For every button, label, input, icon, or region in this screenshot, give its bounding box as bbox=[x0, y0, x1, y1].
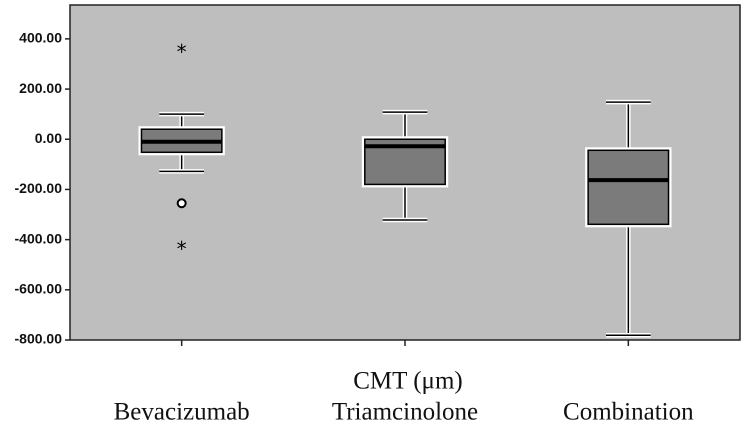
y-tick-label: -600.00 bbox=[15, 281, 63, 297]
outlier bbox=[176, 198, 187, 209]
outlier: * bbox=[177, 40, 187, 64]
x-tick-label: Combination bbox=[563, 399, 694, 426]
y-tick-label: -800.00 bbox=[15, 331, 63, 347]
x-axis-label: CMT (μm) bbox=[353, 368, 462, 395]
x-tick-label: Bevacizumab bbox=[114, 399, 250, 426]
box-halo bbox=[585, 147, 672, 228]
y-tick-label: 200.00 bbox=[19, 80, 62, 96]
outlier: * bbox=[177, 237, 187, 261]
y-tick-label: 400.00 bbox=[19, 30, 62, 46]
y-tick-label: 0.00 bbox=[35, 130, 62, 146]
box-halo bbox=[138, 126, 225, 156]
box-halo bbox=[361, 136, 449, 188]
box bbox=[587, 149, 670, 226]
x-tick-label: Triamcinolone bbox=[332, 399, 478, 426]
y-tick-label: -400.00 bbox=[15, 230, 63, 246]
y-tick-label: -200.00 bbox=[15, 180, 63, 196]
